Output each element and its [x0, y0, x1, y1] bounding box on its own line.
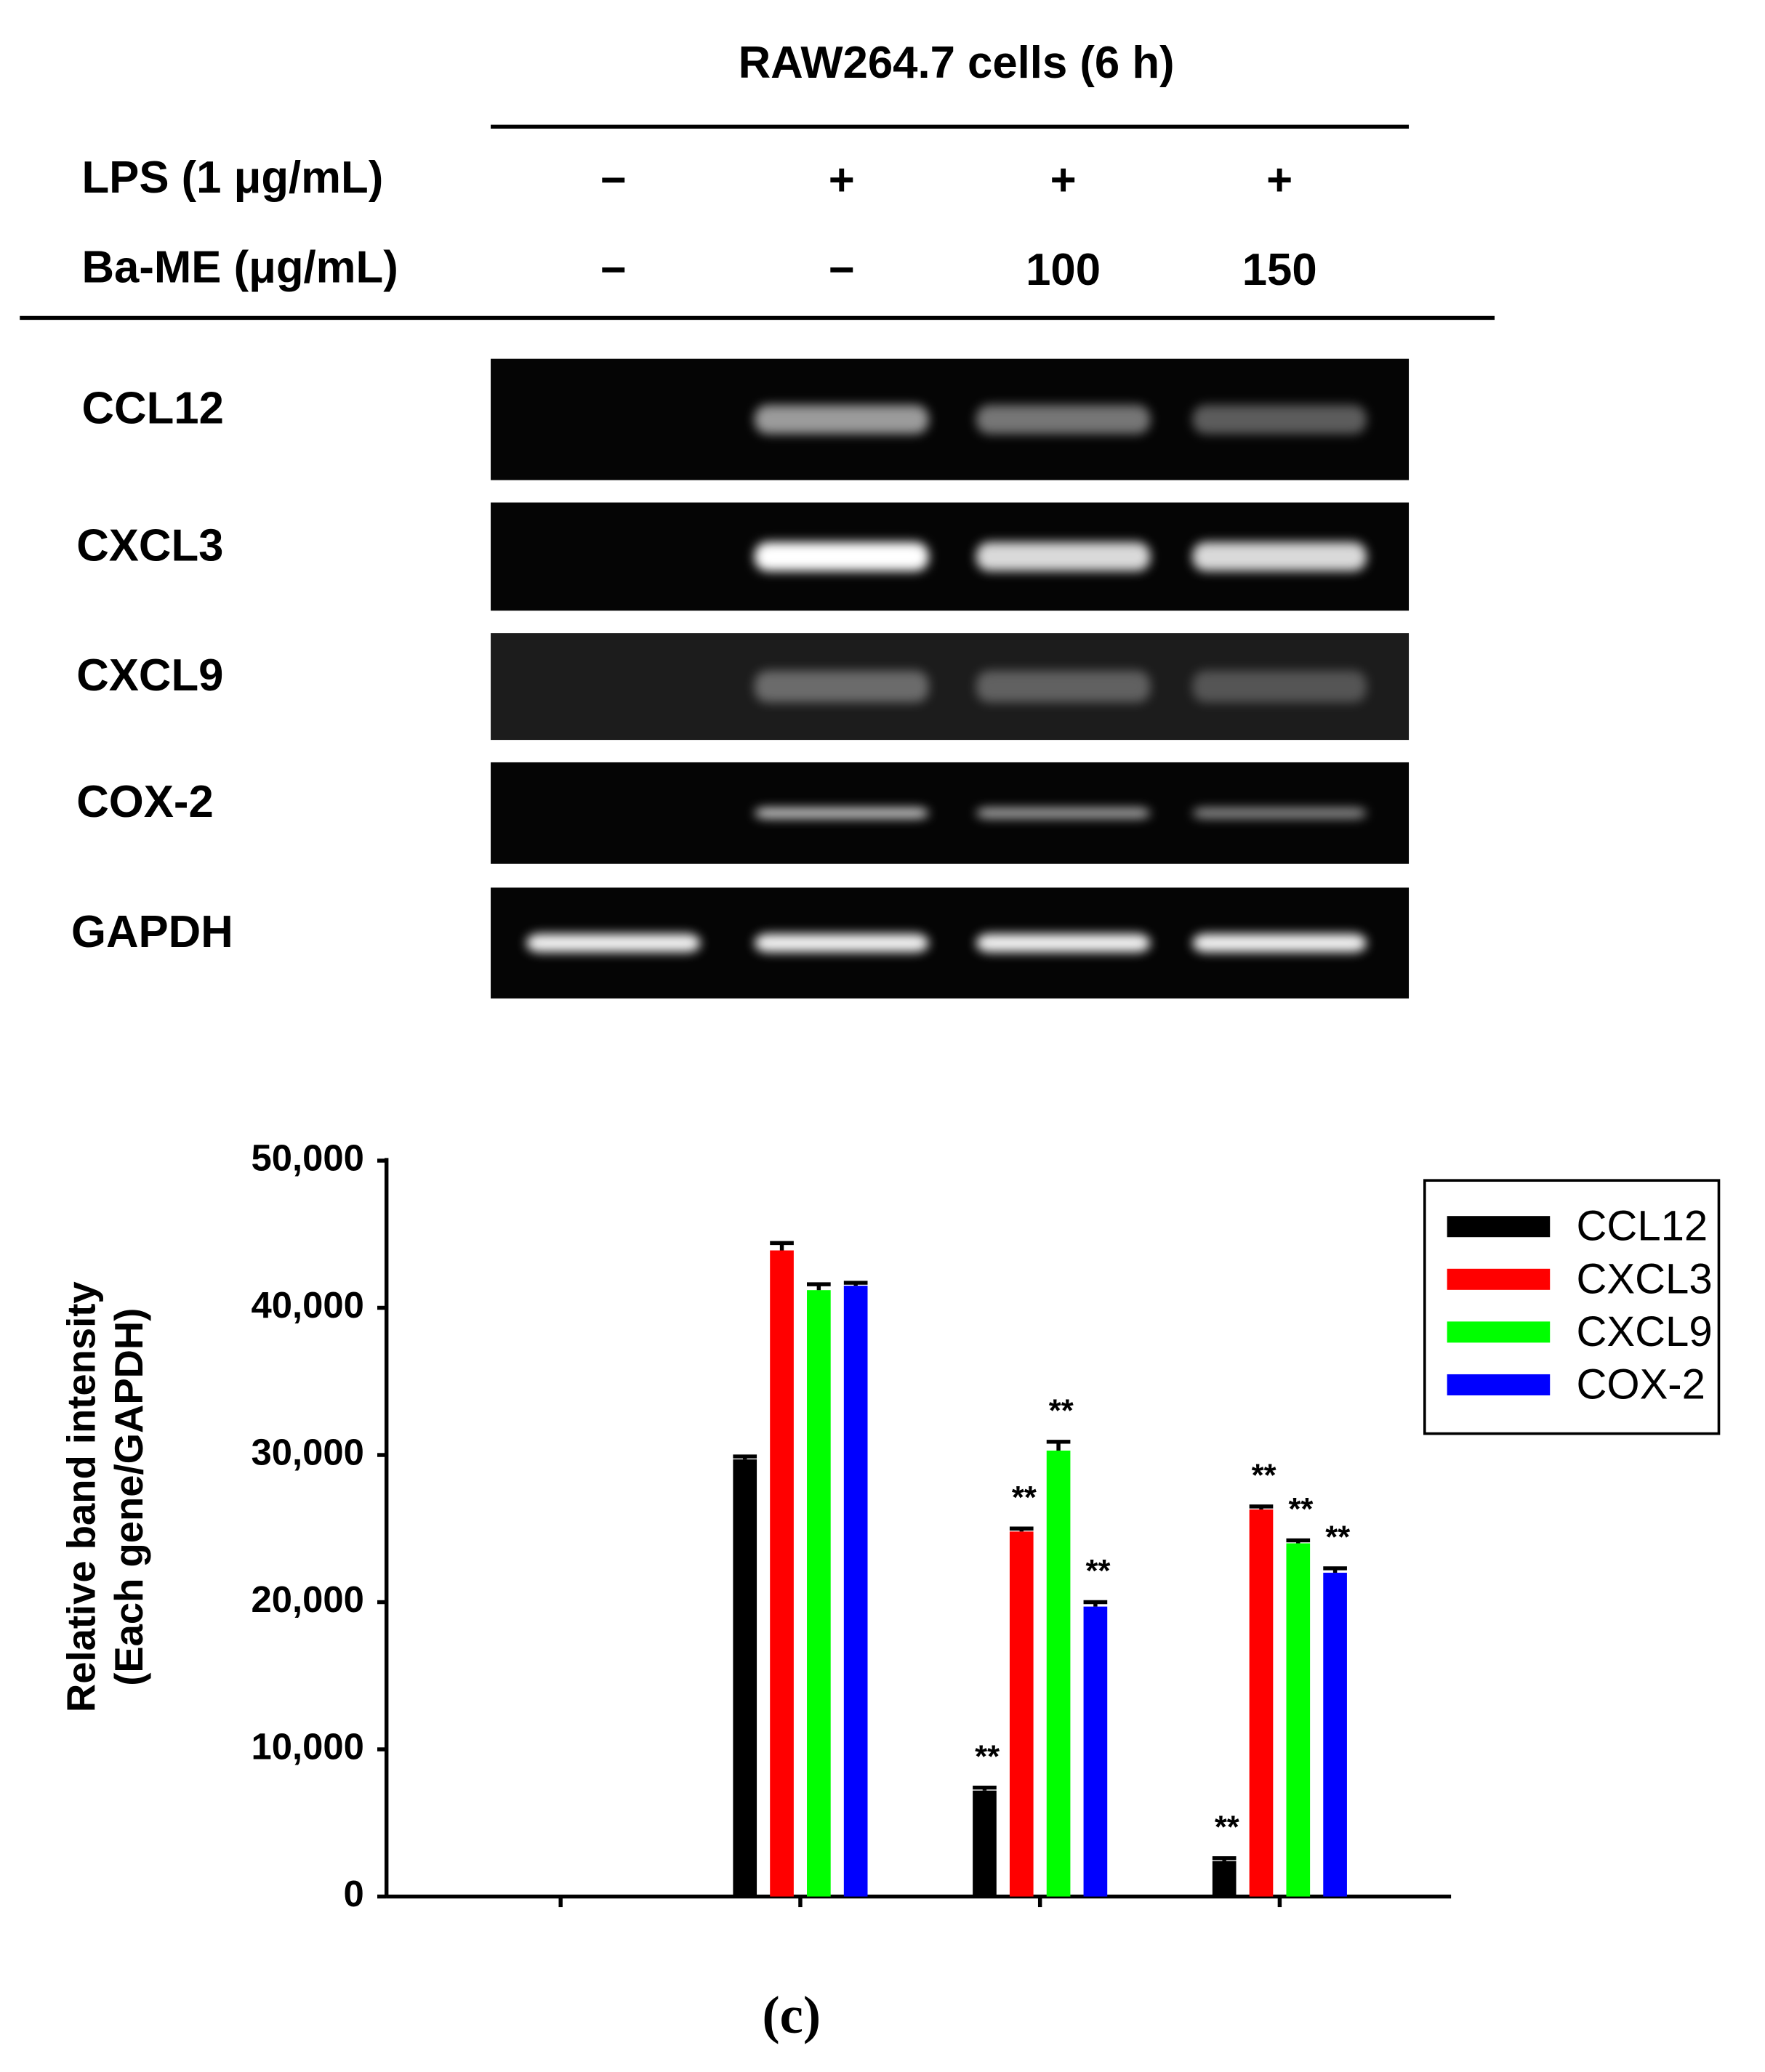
gel-band	[754, 807, 929, 819]
bar	[1009, 1531, 1034, 1897]
gel-band	[976, 933, 1151, 953]
y-tick-label: 0	[344, 1873, 364, 1914]
gel-band	[1192, 405, 1367, 435]
bar	[733, 1459, 757, 1897]
gel-band	[754, 541, 929, 571]
legend-label: CXCL3	[1577, 1255, 1713, 1302]
legend-swatch	[1447, 1374, 1551, 1395]
y-axis-label: (Each gene/GAPDH)	[107, 1308, 151, 1686]
error-bar	[770, 1241, 794, 1251]
gene-label: CXCL9	[76, 650, 223, 701]
gel-band	[1192, 541, 1367, 571]
bar	[1323, 1573, 1347, 1897]
gel-band	[976, 807, 1151, 819]
error-bar	[1083, 1600, 1108, 1607]
gel-title: RAW264.7 cells (6 h)	[739, 38, 1175, 88]
bar	[770, 1250, 794, 1897]
gel-band	[754, 670, 929, 703]
legend-label: CCL12	[1577, 1203, 1708, 1250]
error-bar	[1286, 1538, 1311, 1544]
error-bar	[1323, 1566, 1347, 1573]
significance-label: **	[1325, 1520, 1350, 1555]
bar	[1046, 1450, 1071, 1897]
significance-label: **	[1049, 1393, 1074, 1428]
y-tick-label: 20,000	[251, 1579, 363, 1620]
legend-swatch	[1447, 1321, 1551, 1343]
significance-label: **	[1215, 1810, 1239, 1845]
condition-label: LPS (1 μg/mL)	[82, 153, 384, 203]
condition-label: Ba-ME (μg/mL)	[82, 242, 398, 292]
error-bar	[733, 1454, 757, 1460]
error-bar	[1009, 1526, 1034, 1532]
gel-band	[976, 541, 1151, 571]
gel-band	[1192, 670, 1367, 703]
significance-label: **	[1086, 1554, 1111, 1589]
y-tick-label: 10,000	[251, 1725, 363, 1767]
gel-band	[1192, 807, 1367, 819]
bar	[1249, 1509, 1274, 1897]
gel-band	[976, 670, 1151, 703]
gel-band	[976, 405, 1151, 435]
gene-label: COX-2	[76, 777, 214, 827]
gene-label: GAPDH	[71, 907, 233, 957]
bar	[807, 1290, 831, 1897]
condition-value: 100	[1026, 245, 1101, 295]
significance-label: **	[1252, 1458, 1276, 1493]
bar	[1083, 1606, 1108, 1897]
significance-label: **	[975, 1739, 1000, 1774]
y-tick-label: 30,000	[251, 1431, 363, 1472]
condition-value: +	[1050, 156, 1077, 206]
legend-label: COX-2	[1577, 1360, 1705, 1408]
condition-value: +	[829, 156, 855, 206]
condition-value: −	[829, 245, 855, 295]
significance-label: **	[1012, 1480, 1037, 1515]
gene-label: CXCL3	[76, 520, 223, 571]
error-bar	[1212, 1856, 1237, 1861]
error-bar	[1046, 1440, 1071, 1451]
condition-value: 150	[1242, 245, 1317, 295]
gel-band	[754, 933, 929, 953]
error-bar	[843, 1281, 868, 1286]
gel-band	[1192, 933, 1367, 953]
significance-label: **	[1288, 1492, 1313, 1527]
y-tick-label: 40,000	[251, 1284, 363, 1326]
legend-label: CXCL9	[1577, 1308, 1713, 1355]
bar	[843, 1286, 868, 1897]
bar	[1212, 1861, 1237, 1897]
error-bar	[973, 1785, 997, 1791]
legend-swatch	[1447, 1216, 1551, 1238]
error-bar	[1249, 1504, 1274, 1509]
condition-value: −	[600, 156, 627, 206]
panel-label: (c)	[763, 1986, 821, 2044]
condition-value: +	[1266, 156, 1292, 206]
y-tick-label: 50,000	[251, 1137, 363, 1178]
gene-label: CCL12	[82, 384, 224, 434]
bar	[973, 1790, 997, 1897]
error-bar	[807, 1282, 831, 1291]
gel-band	[754, 405, 929, 435]
y-axis-label: Relative band intensity	[60, 1281, 104, 1712]
gel-band	[526, 933, 701, 953]
legend-swatch	[1447, 1268, 1551, 1290]
condition-value: −	[600, 245, 627, 295]
bar	[1286, 1543, 1311, 1897]
